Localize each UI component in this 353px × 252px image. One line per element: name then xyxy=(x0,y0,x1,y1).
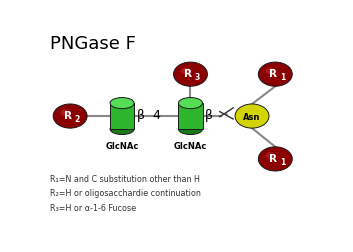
Text: Asn: Asn xyxy=(243,112,261,121)
Text: GlcNAc: GlcNAc xyxy=(174,142,207,151)
Circle shape xyxy=(258,63,292,87)
Text: β: β xyxy=(205,108,213,121)
Text: 1: 1 xyxy=(280,158,285,166)
Circle shape xyxy=(174,63,208,87)
Circle shape xyxy=(258,147,292,171)
Bar xyxy=(179,104,203,130)
Ellipse shape xyxy=(179,98,203,109)
Text: R₃=H or α-1-6 Fucose: R₃=H or α-1-6 Fucose xyxy=(49,203,136,212)
Circle shape xyxy=(225,114,228,116)
Text: 3: 3 xyxy=(195,73,200,82)
Text: β: β xyxy=(137,108,145,121)
Text: PNGase F: PNGase F xyxy=(49,35,136,53)
Ellipse shape xyxy=(110,124,134,135)
Circle shape xyxy=(181,68,191,75)
Circle shape xyxy=(61,110,70,117)
Circle shape xyxy=(266,152,275,159)
Text: R₂=H or oligosacchardie continuation: R₂=H or oligosacchardie continuation xyxy=(49,188,201,197)
Text: GlcNAc: GlcNAc xyxy=(106,142,139,151)
Bar xyxy=(110,104,134,130)
Text: R: R xyxy=(269,69,277,79)
Text: 1: 1 xyxy=(280,73,285,82)
Ellipse shape xyxy=(110,98,134,109)
Text: R₁=N and C substitution other than H: R₁=N and C substitution other than H xyxy=(49,174,199,183)
Text: 4: 4 xyxy=(152,108,160,121)
Circle shape xyxy=(266,68,275,75)
Ellipse shape xyxy=(179,124,203,135)
Circle shape xyxy=(235,105,269,129)
Text: R: R xyxy=(185,69,192,79)
Text: 2: 2 xyxy=(74,115,80,124)
Circle shape xyxy=(53,105,87,129)
Text: R: R xyxy=(269,153,277,163)
Text: R: R xyxy=(64,111,72,121)
